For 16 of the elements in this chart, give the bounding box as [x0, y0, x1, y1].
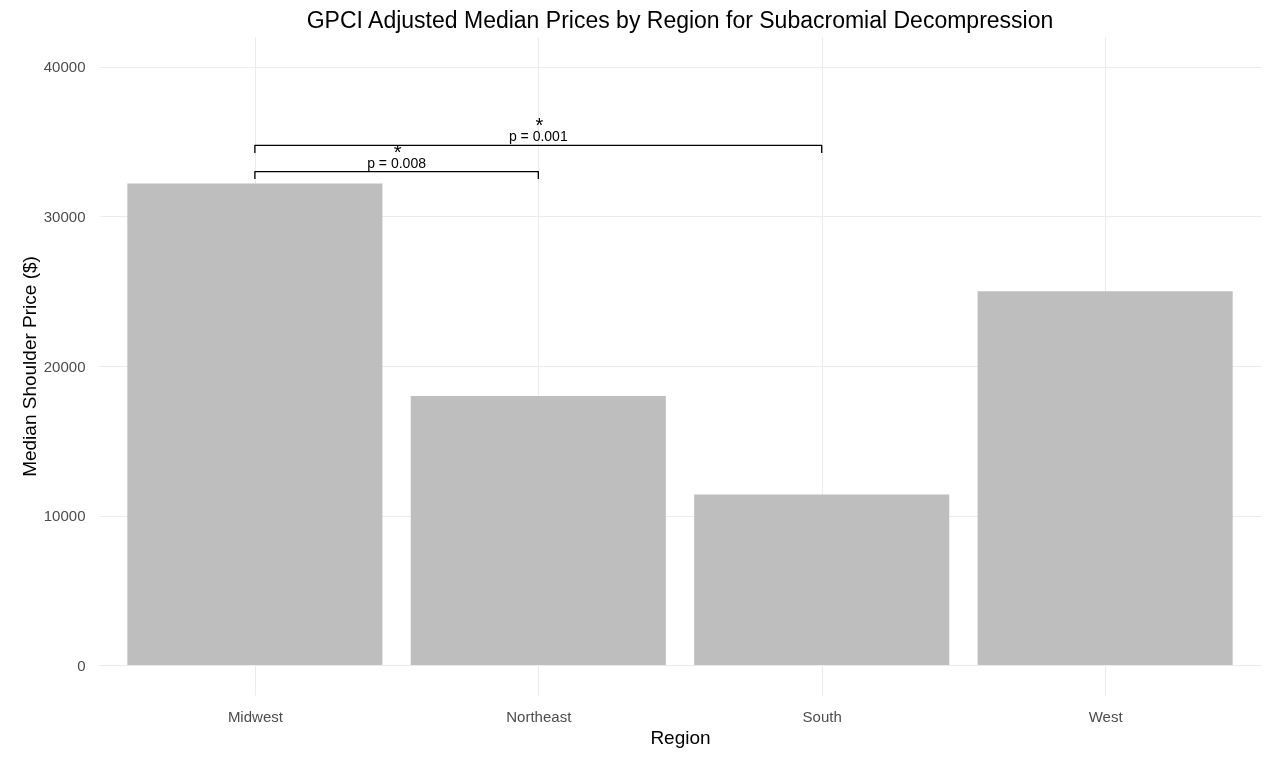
y-tick-label: 30000	[43, 207, 86, 225]
chart-title: GPCI Adjusted Median Prices by Region for Subacromial Decompression	[306, 7, 1054, 33]
x-axis-title: Region	[650, 726, 711, 748]
y-tick-label: 20000	[43, 357, 86, 375]
x-tick-label: Midwest	[227, 707, 284, 725]
y-tick-label: 10000	[43, 507, 86, 525]
y-tick-label: 0	[77, 656, 86, 674]
x-tick-label: Northeast	[506, 707, 573, 725]
y-tick-label: 40000	[43, 58, 86, 76]
bar	[410, 395, 666, 666]
bar	[694, 494, 950, 666]
x-tick-label: South	[802, 707, 842, 725]
bar	[127, 183, 383, 666]
x-tick-label: West	[1088, 707, 1124, 725]
y-axis-title: Median Shoulder Price ($)	[18, 256, 40, 477]
bar	[977, 291, 1233, 666]
